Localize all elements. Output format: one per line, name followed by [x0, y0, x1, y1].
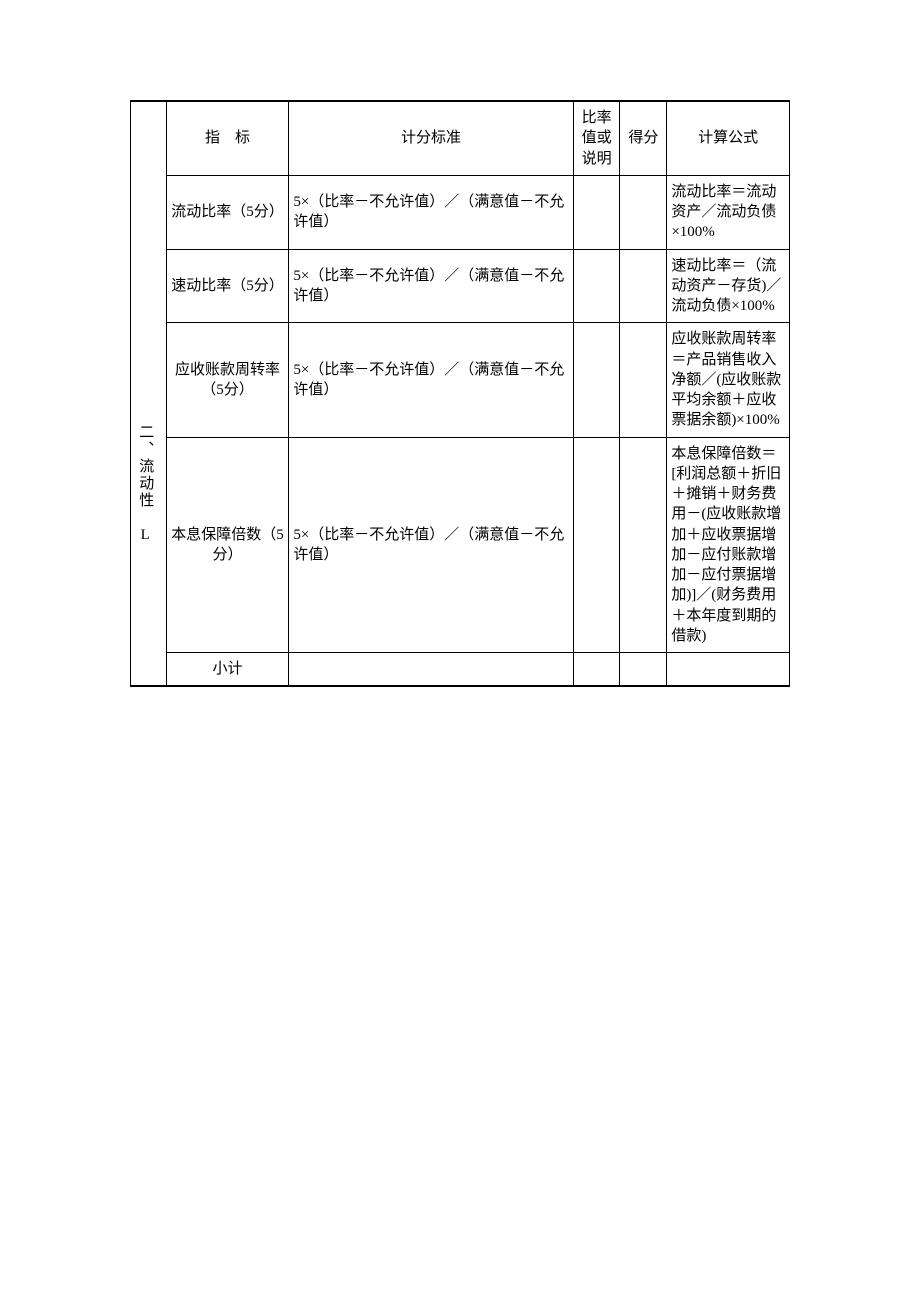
- subtotal-label: 小计: [166, 653, 289, 687]
- hdr-score: 得分: [620, 101, 667, 175]
- metric-1: 速动比率（5分）: [166, 249, 289, 323]
- row-interest-coverage: 本息保障倍数（5分） 5×（比率－不允许值）／（满意值－不允许值） 本息保障倍数…: [131, 437, 790, 653]
- ratio-1: [573, 249, 620, 323]
- row-quick-ratio: 速动比率（5分） 5×（比率－不允许值）／（满意值－不允许值） 速动比率＝（流动…: [131, 249, 790, 323]
- cat-gap-2: [131, 249, 167, 323]
- rule-2: 5×（比率－不允许值）／（满意值－不允许值）: [289, 323, 573, 437]
- row-ar-turnover: 二、流动性 L 应收账款周转率（5分） 5×（比率－不允许值）／（满意值－不允许…: [131, 323, 790, 437]
- cat-gap-bottom: [131, 653, 167, 687]
- hdr-formula: 计算公式: [667, 101, 790, 175]
- rule-3: 5×（比率－不允许值）／（满意值－不允许值）: [289, 437, 573, 653]
- hdr-ratio: 比率值或说明: [573, 101, 620, 175]
- row-current-ratio: 流动比率（5分） 5×（比率－不允许值）／（满意值－不允许值） 流动比率＝流动资…: [131, 175, 790, 249]
- score-3: [620, 437, 667, 653]
- cat-cell-top: [131, 101, 167, 175]
- row-subtotal: 小计: [131, 653, 790, 687]
- hdr-rule: 计分标准: [289, 101, 573, 175]
- score-2: [620, 323, 667, 437]
- rule-0: 5×（比率－不允许值）／（满意值－不允许值）: [289, 175, 573, 249]
- formula-2: 应收账款周转率＝产品销售收入净额／(应收账款平均余额＋应收票据余额)×100%: [667, 323, 790, 437]
- metric-2: 应收账款周转率（5分）: [166, 323, 289, 437]
- formula-1: 速动比率＝（流动资产－存货)／流动负债×100%: [667, 249, 790, 323]
- scoring-table: 指 标 计分标准 比率值或说明 得分 计算公式 流动比率（5分） 5×（比率－不…: [130, 100, 790, 687]
- score-1: [620, 249, 667, 323]
- hdr-metric: 指 标: [166, 101, 289, 175]
- subtotal-ratio: [573, 653, 620, 687]
- ratio-2: [573, 323, 620, 437]
- ratio-3: [573, 437, 620, 653]
- formula-0: 流动比率＝流动资产／流动负债×100%: [667, 175, 790, 249]
- subtotal-formula: [667, 653, 790, 687]
- category-label: 二、流动性 L: [135, 424, 155, 545]
- category-cell: 二、流动性 L: [131, 323, 167, 653]
- metric-3: 本息保障倍数（5分）: [166, 437, 289, 653]
- subtotal-rule: [289, 653, 573, 687]
- score-0: [620, 175, 667, 249]
- cat-gap-1: [131, 175, 167, 249]
- rule-1: 5×（比率－不允许值）／（满意值－不允许值）: [289, 249, 573, 323]
- subtotal-score: [620, 653, 667, 687]
- header-row: 指 标 计分标准 比率值或说明 得分 计算公式: [131, 101, 790, 175]
- formula-3: 本息保障倍数＝[利润总额＋折旧＋摊销＋财务费用－(应收账款增加＋应收票据增加－应…: [667, 437, 790, 653]
- ratio-0: [573, 175, 620, 249]
- metric-0: 流动比率（5分）: [166, 175, 289, 249]
